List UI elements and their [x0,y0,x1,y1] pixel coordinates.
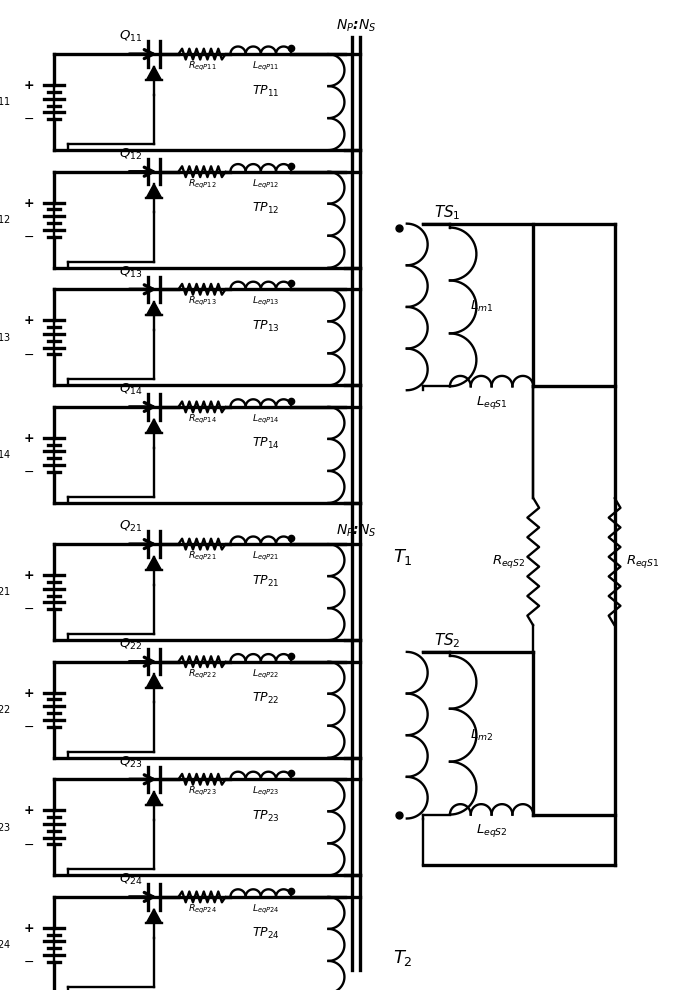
Text: $\mathit{TP_{14}}$: $\mathit{TP_{14}}$ [252,436,280,451]
Text: $\mathit{R_{eqP13}}$: $\mathit{R_{eqP13}}$ [187,295,217,308]
Polygon shape [146,556,161,570]
Text: $\mathit{R_{eqS2}}$: $\mathit{R_{eqS2}}$ [492,553,526,570]
Text: $\mathit{L_{eqP12}}$: $\mathit{L_{eqP12}}$ [252,178,280,191]
Text: $\mathit{B_{21}}$: $\mathit{B_{21}}$ [0,582,11,598]
Text: $\mathit{T_1}$: $\mathit{T_1}$ [393,547,413,567]
Text: $\mathit{L_{eqP24}}$: $\mathit{L_{eqP24}}$ [252,903,280,916]
Text: $-$: $-$ [23,837,34,850]
Text: +: + [23,922,34,935]
Text: $\mathit{B_{13}}$: $\mathit{B_{13}}$ [0,327,11,344]
Text: $\mathit{TP_{23}}$: $\mathit{TP_{23}}$ [252,809,280,824]
Text: $\mathit{B_{24}}$: $\mathit{B_{24}}$ [0,935,11,951]
Text: $\mathit{B_{23}}$: $\mathit{B_{23}}$ [0,817,11,834]
Text: $\mathit{B_{14}}$: $\mathit{B_{14}}$ [0,445,11,461]
Text: $\mathit{B_{12}}$: $\mathit{B_{12}}$ [0,210,11,226]
Text: $\mathit{TP_{24}}$: $\mathit{TP_{24}}$ [252,926,280,941]
Text: +: + [23,569,34,582]
Text: $\mathit{TS_2}$: $\mathit{TS_2}$ [434,631,461,650]
Text: $\mathit{L_{eqP14}}$: $\mathit{L_{eqP14}}$ [252,413,280,426]
Text: $\mathit{Q_{12}}$: $\mathit{Q_{12}}$ [119,147,142,162]
Text: $\mathit{T_2}$: $\mathit{T_2}$ [393,948,413,968]
Text: $-$: $-$ [23,347,34,360]
Text: $\mathit{L_{eqP11}}$: $\mathit{L_{eqP11}}$ [252,60,280,73]
Text: $\mathit{L_{eqP13}}$: $\mathit{L_{eqP13}}$ [252,295,280,308]
Polygon shape [146,791,161,805]
Text: $\mathit{TP_{13}}$: $\mathit{TP_{13}}$ [252,319,280,334]
Text: $\mathit{R_{eqP12}}$: $\mathit{R_{eqP12}}$ [187,178,217,191]
Text: $\mathit{L_{eqP21}}$: $\mathit{L_{eqP21}}$ [252,550,280,563]
Text: $\mathit{Q_{21}}$: $\mathit{Q_{21}}$ [119,519,142,534]
Text: $\mathit{Q_{24}}$: $\mathit{Q_{24}}$ [119,872,143,887]
Text: $\mathit{L_{eqP22}}$: $\mathit{L_{eqP22}}$ [252,668,280,681]
Text: $\mathit{L_{m1}}$: $\mathit{L_{m1}}$ [470,299,493,314]
Text: +: + [23,197,34,210]
Text: $-$: $-$ [23,230,34,243]
Text: $\mathit{R_{eqP21}}$: $\mathit{R_{eqP21}}$ [187,550,217,563]
Text: $\mathit{L_{m2}}$: $\mathit{L_{m2}}$ [470,728,493,743]
Text: $\mathit{R_{eqP11}}$: $\mathit{R_{eqP11}}$ [187,60,217,73]
Text: $\mathit{Q_{13}}$: $\mathit{Q_{13}}$ [119,264,142,279]
Text: +: + [23,804,34,817]
Text: +: + [23,79,34,92]
Polygon shape [146,674,161,688]
Text: $\mathit{Q_{11}}$: $\mathit{Q_{11}}$ [119,29,142,44]
Polygon shape [146,66,161,80]
Text: $\mathit{L_{eqP23}}$: $\mathit{L_{eqP23}}$ [252,785,280,798]
Text: $\mathit{TP_{22}}$: $\mathit{TP_{22}}$ [252,691,280,706]
Text: $\mathit{R_{eqP23}}$: $\mathit{R_{eqP23}}$ [187,785,217,798]
Text: +: + [23,687,34,700]
Text: $\mathit{B_{11}}$: $\mathit{B_{11}}$ [0,92,11,108]
Text: $\mathit{L_{eqS1}}$: $\mathit{L_{eqS1}}$ [475,394,507,411]
Text: $\mathit{Q_{14}}$: $\mathit{Q_{14}}$ [119,382,143,397]
Text: $\mathit{R_{eqS1}}$: $\mathit{R_{eqS1}}$ [626,553,660,570]
Text: $\mathit{TP_{21}}$: $\mathit{TP_{21}}$ [252,574,280,589]
Text: +: + [23,314,34,327]
Text: $\mathit{R_{eqP24}}$: $\mathit{R_{eqP24}}$ [187,903,217,916]
Text: $\mathit{N_P}$:$\mathit{N_S}$: $\mathit{N_P}$:$\mathit{N_S}$ [336,523,376,539]
Text: $\mathit{N_P}$:$\mathit{N_S}$: $\mathit{N_P}$:$\mathit{N_S}$ [336,17,376,34]
Text: $\mathit{B_{22}}$: $\mathit{B_{22}}$ [0,700,11,716]
Text: $-$: $-$ [23,720,34,733]
Text: $-$: $-$ [23,112,34,125]
Text: $\mathit{Q_{22}}$: $\mathit{Q_{22}}$ [119,637,142,652]
Polygon shape [146,301,161,315]
Text: $\mathit{L_{eqS2}}$: $\mathit{L_{eqS2}}$ [476,822,507,839]
Text: +: + [23,432,34,445]
Text: $-$: $-$ [23,955,34,968]
Polygon shape [146,184,161,198]
Text: $\mathit{TP_{11}}$: $\mathit{TP_{11}}$ [252,84,280,99]
Text: $\mathit{R_{eqP14}}$: $\mathit{R_{eqP14}}$ [187,413,217,426]
Polygon shape [146,419,161,433]
Text: $\mathit{TS_1}$: $\mathit{TS_1}$ [434,203,461,222]
Polygon shape [146,909,161,923]
Text: $\mathit{TP_{12}}$: $\mathit{TP_{12}}$ [252,201,280,216]
Text: $\mathit{Q_{23}}$: $\mathit{Q_{23}}$ [119,754,142,770]
Text: $-$: $-$ [23,602,34,615]
Text: $-$: $-$ [23,465,34,478]
Text: $\mathit{R_{eqP22}}$: $\mathit{R_{eqP22}}$ [187,668,217,681]
